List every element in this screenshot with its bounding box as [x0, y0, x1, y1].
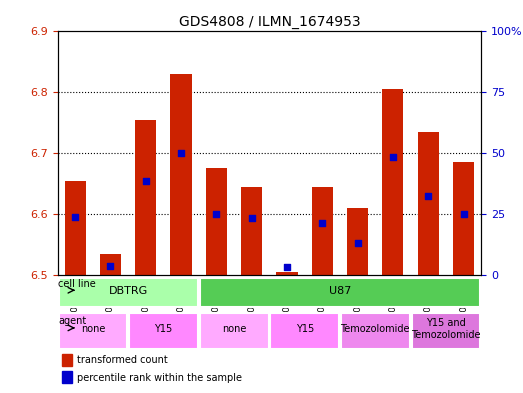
- Text: none: none: [222, 324, 246, 334]
- Text: percentile rank within the sample: percentile rank within the sample: [76, 373, 242, 383]
- Bar: [100, 253, 121, 275]
- FancyBboxPatch shape: [129, 313, 198, 349]
- Bar: [417, 132, 439, 275]
- Text: cell line: cell line: [58, 279, 96, 289]
- Point: [106, 263, 115, 269]
- Bar: [347, 208, 368, 275]
- FancyBboxPatch shape: [59, 313, 128, 349]
- FancyBboxPatch shape: [200, 278, 481, 307]
- Bar: [312, 187, 333, 275]
- Text: DBTRG: DBTRG: [108, 286, 148, 296]
- Point: [212, 211, 221, 217]
- Text: transformed count: transformed count: [76, 356, 167, 365]
- FancyBboxPatch shape: [412, 313, 481, 349]
- Bar: [65, 180, 86, 275]
- Point: [142, 177, 150, 184]
- Point: [424, 193, 433, 199]
- Bar: [276, 272, 298, 275]
- Title: GDS4808 / ILMN_1674953: GDS4808 / ILMN_1674953: [178, 15, 360, 29]
- Point: [283, 264, 291, 270]
- Bar: [135, 120, 156, 275]
- Text: Y15: Y15: [295, 324, 314, 334]
- Text: Y15: Y15: [154, 324, 173, 334]
- Bar: [170, 74, 191, 275]
- Point: [389, 154, 397, 161]
- Text: Y15 and
Temozolomide: Y15 and Temozolomide: [411, 318, 481, 340]
- Point: [459, 211, 468, 217]
- Point: [354, 239, 362, 246]
- Point: [177, 150, 185, 156]
- FancyBboxPatch shape: [270, 313, 339, 349]
- Bar: [241, 187, 262, 275]
- Text: U87: U87: [329, 286, 351, 296]
- Text: Temozolomide: Temozolomide: [340, 324, 410, 334]
- Bar: [62, 371, 72, 384]
- Point: [247, 215, 256, 221]
- Text: none: none: [81, 324, 105, 334]
- Text: agent: agent: [58, 316, 86, 326]
- FancyBboxPatch shape: [200, 313, 269, 349]
- Bar: [62, 354, 72, 366]
- Bar: [206, 168, 227, 275]
- Bar: [453, 162, 474, 275]
- Point: [318, 220, 326, 226]
- Point: [71, 214, 79, 220]
- Bar: [382, 89, 403, 275]
- FancyBboxPatch shape: [341, 313, 410, 349]
- FancyBboxPatch shape: [59, 278, 198, 307]
